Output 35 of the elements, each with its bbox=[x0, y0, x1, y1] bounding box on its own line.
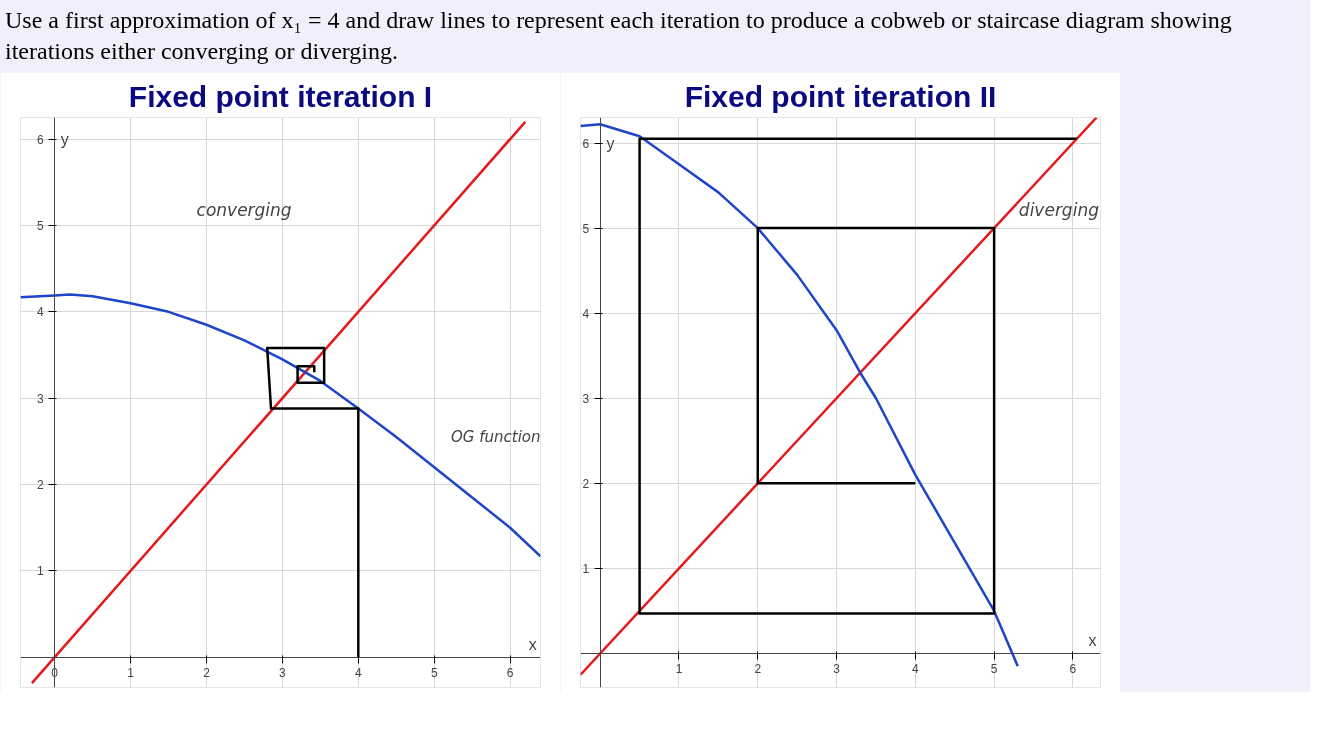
y-tick-label: 6 bbox=[36, 132, 44, 147]
y-tick-label: 2 bbox=[582, 477, 590, 492]
y-tick-label: 4 bbox=[36, 305, 44, 320]
x-tick-label: 1 bbox=[127, 666, 135, 681]
annotation: diverging bbox=[1018, 200, 1100, 221]
x-tick-label: 1 bbox=[675, 662, 683, 677]
x-tick-label: 6 bbox=[506, 666, 514, 681]
y-tick-label: 2 bbox=[36, 478, 44, 493]
line-series bbox=[20, 293, 541, 558]
x-tick-label: 2 bbox=[754, 662, 762, 677]
y-tick-label: 5 bbox=[582, 221, 590, 236]
x-tick-label: 3 bbox=[833, 662, 841, 677]
x-axis-title: x bbox=[528, 636, 537, 654]
series-label: OG function bbox=[451, 428, 541, 447]
y-tick-label: 1 bbox=[36, 564, 44, 579]
chart-title: Fixed point iteration I bbox=[128, 79, 433, 113]
x-tick-label: 4 bbox=[912, 662, 920, 677]
y-tick-label: 6 bbox=[582, 136, 590, 151]
y-tick-label: 5 bbox=[36, 219, 44, 234]
x-tick-label: 2 bbox=[203, 666, 211, 681]
x-axis-title: x bbox=[1088, 632, 1097, 650]
x-tick-label: 3 bbox=[279, 666, 287, 681]
y-tick-label: 4 bbox=[582, 307, 590, 322]
y-axis-title: y bbox=[606, 134, 615, 152]
x-tick-label: 5 bbox=[430, 666, 438, 681]
x-tick-label: 6 bbox=[1069, 662, 1077, 677]
y-tick-label: 3 bbox=[582, 392, 590, 407]
y-tick-label: 1 bbox=[582, 562, 590, 577]
chart-title: Fixed point iteration II bbox=[684, 79, 997, 113]
x-tick-label: 5 bbox=[990, 662, 998, 677]
y-tick-label: 3 bbox=[36, 392, 44, 407]
annotation: converging bbox=[196, 200, 292, 221]
y-axis-title: y bbox=[60, 130, 69, 148]
x-tick-label: 4 bbox=[354, 666, 362, 681]
text: Use a first approximation of x₁ = 4 and draw lines to represent each iteration to produce a cobweb or staircase diagram showing iterations either converging or diverging. bbox=[5, 6, 1233, 67]
